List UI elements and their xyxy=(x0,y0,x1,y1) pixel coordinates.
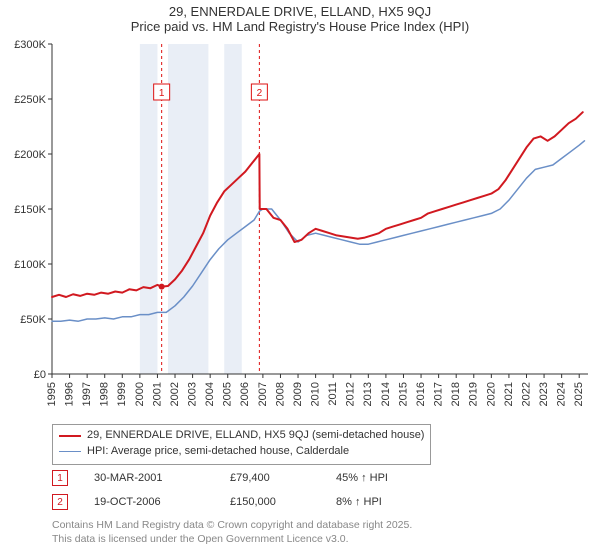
svg-text:2014: 2014 xyxy=(380,382,392,406)
legend-label-hpi: HPI: Average price, semi-detached house,… xyxy=(87,444,349,460)
svg-text:£0: £0 xyxy=(34,369,46,381)
legend-label-price-paid: 29, ENNERDALE DRIVE, ELLAND, HX5 9QJ (se… xyxy=(87,428,424,444)
svg-text:£300K: £300K xyxy=(14,39,46,51)
svg-text:1999: 1999 xyxy=(116,382,128,406)
legend-row-price-paid: 29, ENNERDALE DRIVE, ELLAND, HX5 9QJ (se… xyxy=(59,428,424,444)
svg-text:£250K: £250K xyxy=(14,94,46,106)
svg-text:2016: 2016 xyxy=(415,382,427,406)
svg-text:2017: 2017 xyxy=(433,382,445,406)
svg-text:2019: 2019 xyxy=(468,382,480,406)
transactions-table: 1 30-MAR-2001 £79,400 45% ↑ HPI 2 19-OCT… xyxy=(52,466,426,514)
footer-attribution: Contains HM Land Registry data © Crown c… xyxy=(52,518,412,546)
footer-line-1: Contains HM Land Registry data © Crown c… xyxy=(52,518,412,532)
svg-text:£100K: £100K xyxy=(14,259,46,271)
svg-text:2005: 2005 xyxy=(222,382,234,406)
svg-text:2012: 2012 xyxy=(345,382,357,406)
transaction-badge: 2 xyxy=(52,494,68,510)
legend-swatch-hpi xyxy=(59,451,81,452)
svg-text:2006: 2006 xyxy=(239,382,251,406)
svg-text:2009: 2009 xyxy=(292,382,304,406)
svg-text:2010: 2010 xyxy=(310,382,322,406)
svg-text:2022: 2022 xyxy=(520,382,532,406)
svg-text:£150K: £150K xyxy=(14,204,46,216)
svg-text:2003: 2003 xyxy=(186,382,198,406)
svg-text:1: 1 xyxy=(159,88,165,99)
title-line-1: 29, ENNERDALE DRIVE, ELLAND, HX5 9QJ xyxy=(0,4,600,19)
svg-text:2023: 2023 xyxy=(538,382,550,406)
svg-text:2002: 2002 xyxy=(169,382,181,406)
svg-text:2013: 2013 xyxy=(362,382,374,406)
svg-text:2007: 2007 xyxy=(257,382,269,406)
svg-text:2011: 2011 xyxy=(327,382,339,406)
legend-swatch-price-paid xyxy=(59,435,81,437)
svg-text:2021: 2021 xyxy=(503,382,515,406)
price-chart: £0 £50K £100K £150K £200K £250K £300K 1995 1996 1… xyxy=(0,38,600,418)
transaction-row: 2 19-OCT-2006 £150,000 8% ↑ HPI xyxy=(52,490,426,514)
svg-text:2000: 2000 xyxy=(134,382,146,406)
svg-text:2024: 2024 xyxy=(556,382,568,406)
footer-line-2: This data is licensed under the Open Gov… xyxy=(52,532,412,546)
legend-row-hpi: HPI: Average price, semi-detached house,… xyxy=(59,444,424,460)
svg-text:2020: 2020 xyxy=(485,382,497,406)
svg-text:2015: 2015 xyxy=(397,382,409,406)
transaction-price: £79,400 xyxy=(230,472,310,484)
svg-text:1997: 1997 xyxy=(81,382,93,406)
transaction-pct-vs-hpi: 8% ↑ HPI xyxy=(336,496,426,508)
svg-text:£50K: £50K xyxy=(20,314,46,326)
transaction-badge: 1 xyxy=(52,470,68,486)
transaction-date: 30-MAR-2001 xyxy=(94,472,204,484)
svg-text:1995: 1995 xyxy=(46,382,58,406)
legend-box: 29, ENNERDALE DRIVE, ELLAND, HX5 9QJ (se… xyxy=(52,424,431,465)
transaction-price: £150,000 xyxy=(230,496,310,508)
transaction-row: 1 30-MAR-2001 £79,400 45% ↑ HPI xyxy=(52,466,426,490)
svg-text:2004: 2004 xyxy=(204,382,216,406)
svg-text:2001: 2001 xyxy=(151,382,163,406)
svg-text:£200K: £200K xyxy=(14,149,46,161)
transaction-pct-vs-hpi: 45% ↑ HPI xyxy=(336,472,426,484)
svg-text:2008: 2008 xyxy=(274,382,286,406)
svg-text:1998: 1998 xyxy=(99,382,111,406)
svg-text:1996: 1996 xyxy=(63,382,75,406)
transaction-date: 19-OCT-2006 xyxy=(94,496,204,508)
svg-text:2: 2 xyxy=(257,88,263,99)
title-line-2: Price paid vs. HM Land Registry's House … xyxy=(0,19,600,34)
svg-text:2018: 2018 xyxy=(450,382,462,406)
svg-text:2025: 2025 xyxy=(573,382,585,406)
